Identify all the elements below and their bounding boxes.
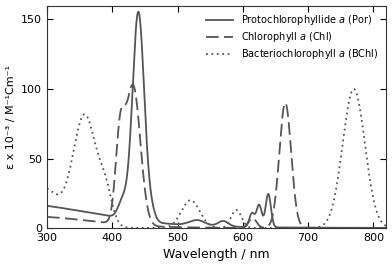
X-axis label: Wavelength / nm: Wavelength / nm	[163, 249, 270, 261]
Y-axis label: ε x 10⁻³ / M⁻¹Cm⁻¹: ε x 10⁻³ / M⁻¹Cm⁻¹	[5, 65, 16, 169]
Legend: Protochlorophyllide $a$ (Por), Chlorophyll $a$ (Chl), Bacteriochlorophyll $a$ (B: Protochlorophyllide $a$ (Por), Chlorophy…	[203, 10, 381, 64]
